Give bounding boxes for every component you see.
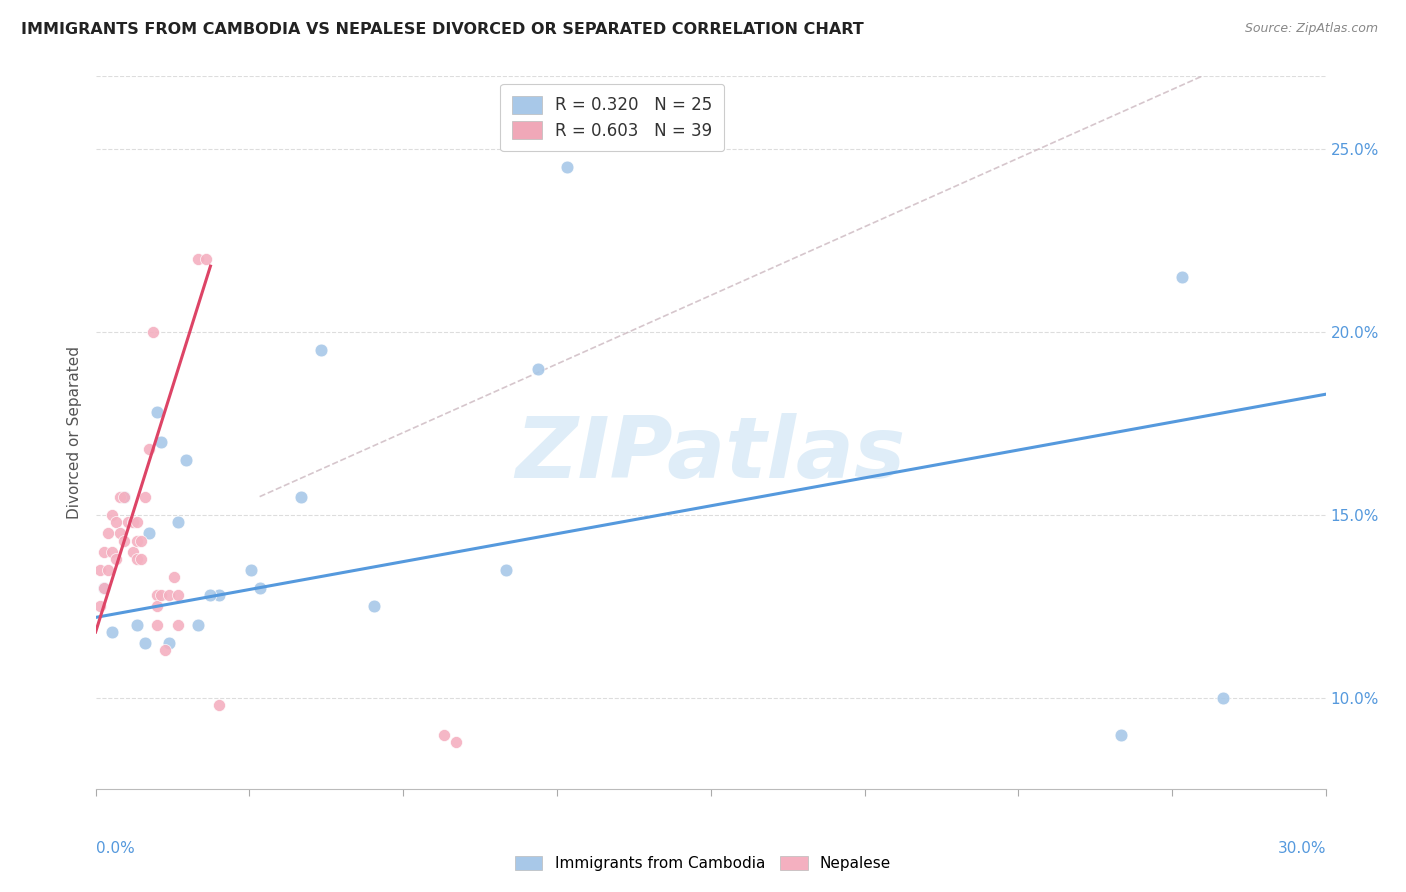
Text: ZIPatlas: ZIPatlas <box>516 412 905 496</box>
Point <box>187 617 209 632</box>
Point <box>93 581 115 595</box>
Point <box>166 617 188 632</box>
Point <box>142 325 165 339</box>
Point <box>129 533 152 548</box>
Y-axis label: Divorced or Separated: Divorced or Separated <box>66 346 82 519</box>
Point <box>162 570 184 584</box>
Point <box>112 533 135 548</box>
Legend: R = 0.320   N = 25, R = 0.603   N = 39: R = 0.320 N = 25, R = 0.603 N = 39 <box>501 84 724 152</box>
Point <box>125 533 148 548</box>
Text: Source: ZipAtlas.com: Source: ZipAtlas.com <box>1244 22 1378 36</box>
Point <box>159 589 181 603</box>
Point <box>93 544 115 558</box>
Point <box>1212 690 1234 705</box>
Point <box>527 361 550 376</box>
Point <box>112 490 135 504</box>
Point <box>309 343 332 358</box>
Point <box>121 516 143 530</box>
Point <box>1109 727 1132 741</box>
Point <box>146 617 169 632</box>
Point <box>134 490 156 504</box>
Point <box>117 516 139 530</box>
Point <box>146 405 169 419</box>
Point <box>105 552 128 566</box>
Point <box>150 434 173 449</box>
Point <box>138 442 160 456</box>
Point <box>146 589 169 603</box>
Point <box>105 516 128 530</box>
Point <box>433 727 456 741</box>
Point <box>146 599 169 614</box>
Point <box>155 643 177 657</box>
Point <box>150 589 173 603</box>
Point <box>125 516 148 530</box>
Point <box>121 544 143 558</box>
Point <box>101 625 124 640</box>
Point <box>240 563 263 577</box>
Point <box>110 526 132 541</box>
Point <box>93 581 115 595</box>
Point <box>174 453 197 467</box>
Point <box>200 589 222 603</box>
Point <box>208 698 231 713</box>
Point <box>101 508 124 522</box>
Point <box>134 636 156 650</box>
Point <box>187 252 209 266</box>
Text: 0.0%: 0.0% <box>96 840 135 855</box>
Point <box>138 526 160 541</box>
Point <box>555 161 578 175</box>
Point <box>159 636 181 650</box>
Point <box>495 563 517 577</box>
Point <box>97 526 120 541</box>
Point <box>110 490 132 504</box>
Point <box>446 735 468 749</box>
Point <box>129 552 152 566</box>
Point <box>125 552 148 566</box>
Point <box>97 563 120 577</box>
Point <box>1171 270 1194 285</box>
Point <box>166 589 188 603</box>
Point <box>125 617 148 632</box>
Point <box>101 544 124 558</box>
Point <box>166 516 188 530</box>
Point <box>208 589 231 603</box>
Point <box>363 599 385 614</box>
Point <box>195 252 218 266</box>
Text: IMMIGRANTS FROM CAMBODIA VS NEPALESE DIVORCED OR SEPARATED CORRELATION CHART: IMMIGRANTS FROM CAMBODIA VS NEPALESE DIV… <box>21 22 863 37</box>
Legend: Immigrants from Cambodia, Nepalese: Immigrants from Cambodia, Nepalese <box>509 849 897 877</box>
Point <box>89 563 111 577</box>
Point <box>89 599 111 614</box>
Point <box>290 490 312 504</box>
Point <box>112 490 135 504</box>
Point <box>249 581 271 595</box>
Text: 30.0%: 30.0% <box>1278 840 1326 855</box>
